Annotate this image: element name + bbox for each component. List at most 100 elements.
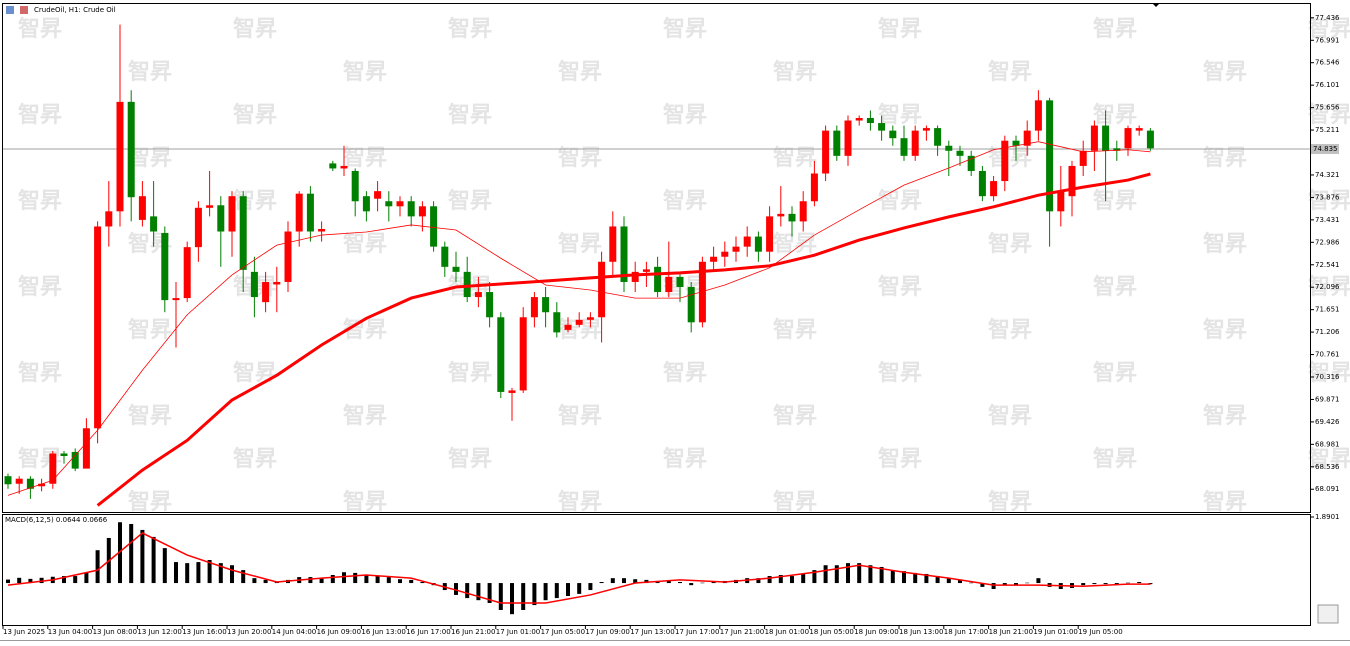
macd-bar <box>577 583 582 594</box>
y-tick-label: 68.091 <box>1315 485 1340 493</box>
macd-bar <box>62 576 66 584</box>
candle-body <box>329 163 337 169</box>
candle-body <box>273 281 281 285</box>
candle-body <box>676 276 684 288</box>
watermark: 智昇 <box>1203 489 1247 515</box>
candle-body <box>754 236 762 252</box>
candle-body <box>743 236 751 247</box>
candle-body <box>217 205 225 232</box>
macd-bar <box>879 566 884 584</box>
macd-bar <box>140 529 145 584</box>
candle-body <box>60 453 68 457</box>
candle-body <box>452 266 460 272</box>
macd-bar <box>230 565 234 584</box>
candle-body <box>642 269 650 272</box>
macd-bar <box>566 583 570 596</box>
watermark: 智昇 <box>448 16 492 42</box>
x-tick-label: 19 Jun 05:00 <box>1078 628 1122 636</box>
candle-body <box>161 233 169 301</box>
y-tick-label: 68.981 <box>1315 440 1340 448</box>
x-tick-label: 13 Jun 08:00 <box>93 628 137 636</box>
watermark: 智昇 <box>448 102 492 128</box>
macd-bar <box>1137 582 1142 584</box>
candle-body <box>698 261 706 323</box>
macd-bar <box>678 582 682 584</box>
macd-bar <box>330 575 335 584</box>
y-tick-label: 68.536 <box>1315 463 1340 471</box>
watermark: 智昇 <box>18 16 62 42</box>
macd-bar <box>39 577 44 584</box>
x-tick-label: 18 Jun 05:00 <box>809 628 853 636</box>
macd-bar <box>1092 583 1097 585</box>
macd-bar <box>263 579 268 584</box>
y-tick-label: 75.656 <box>1315 104 1340 112</box>
macd-bar <box>95 550 100 584</box>
macd-bar <box>1014 583 1018 586</box>
candle-body <box>49 453 57 484</box>
watermark: 智昇 <box>448 446 492 472</box>
candle-body <box>978 170 986 197</box>
macd-frame <box>2 514 1311 626</box>
watermark: 智昇 <box>1093 274 1137 300</box>
macd-bar <box>868 565 873 584</box>
candle-body <box>116 101 124 212</box>
macd-bar <box>588 583 593 591</box>
watermark: 智昇 <box>343 489 387 515</box>
watermark: 智昇 <box>773 231 817 257</box>
x-tick-label: 13 Jun 04:00 <box>48 628 92 636</box>
candle-body <box>228 196 236 232</box>
macd-bar <box>1126 582 1130 584</box>
macd-bar <box>118 522 122 584</box>
candle-body <box>687 287 695 323</box>
watermark: 智昇 <box>558 59 602 85</box>
x-tick-label: 17 Jun 05:00 <box>541 628 585 636</box>
candle-body <box>396 201 404 207</box>
macd-bar <box>1002 583 1007 586</box>
y-tick-label: 72.096 <box>1315 283 1340 291</box>
y-tick-label: 77.436 <box>1315 14 1340 22</box>
candle-body <box>766 216 774 252</box>
macd-bar <box>6 579 10 584</box>
x-tick-label: 17 Jun 21:00 <box>720 628 764 636</box>
macd-bar <box>756 578 761 584</box>
watermark: 智昇 <box>1308 446 1350 472</box>
x-tick-label: 17 Jun 09:00 <box>585 628 629 636</box>
candle-body <box>38 483 46 487</box>
macd-bar <box>319 578 324 584</box>
watermark: 智昇 <box>1308 360 1350 386</box>
watermark: 智昇 <box>773 489 817 515</box>
macd-bar <box>610 578 615 584</box>
watermark: 智昇 <box>1093 360 1137 386</box>
watermark: 智昇 <box>128 317 172 343</box>
watermark: 智昇 <box>233 16 277 42</box>
watermark: 智昇 <box>343 403 387 429</box>
macd-bar <box>521 583 526 610</box>
watermark: 智昇 <box>558 403 602 429</box>
x-tick-label: 14 Jun 04:00 <box>272 628 316 636</box>
macd-bar <box>1036 578 1041 584</box>
macd-bar <box>599 582 604 584</box>
macd-bar <box>252 578 257 584</box>
candle-body <box>1124 128 1132 149</box>
candle-body <box>530 297 538 318</box>
y-tick-label: 69.871 <box>1315 395 1340 403</box>
candle-body <box>194 207 202 248</box>
macd-bar <box>711 582 716 584</box>
watermark: 智昇 <box>878 16 922 42</box>
watermark: 智昇 <box>1308 16 1350 42</box>
watermark: 智昇 <box>663 16 707 42</box>
watermark: 智昇 <box>1203 231 1247 257</box>
macd-bar <box>700 582 705 584</box>
candle-body <box>172 298 180 301</box>
watermark: 智昇 <box>1308 274 1350 300</box>
macd-bar <box>465 583 470 599</box>
watermark: 智昇 <box>988 489 1032 515</box>
macd-bar <box>375 576 380 584</box>
macd-signal <box>7 532 1151 604</box>
clipboard-button[interactable] <box>1317 604 1339 624</box>
macd-bar <box>498 583 503 610</box>
candle-body <box>967 155 975 171</box>
macd-bar <box>622 578 626 584</box>
macd-bar <box>174 562 178 584</box>
